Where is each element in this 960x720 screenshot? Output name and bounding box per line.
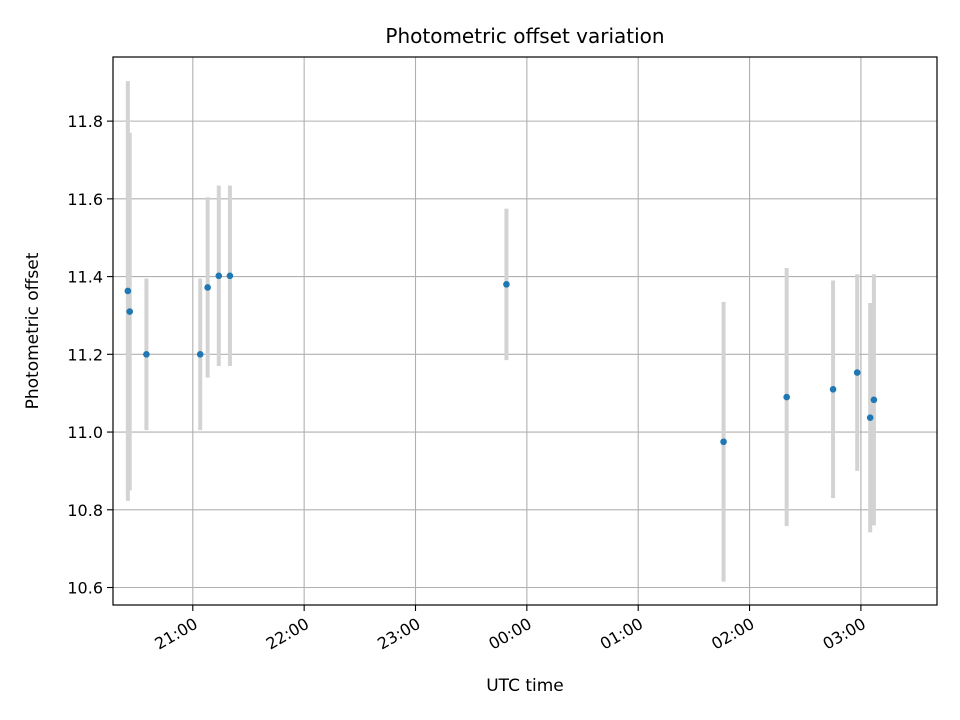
- y-tick-label: 11.4: [67, 268, 103, 287]
- data-points: [124, 272, 878, 446]
- x-axis-label: UTC time: [486, 676, 564, 696]
- x-tick-label: 02:00: [708, 614, 757, 654]
- grid: [113, 57, 937, 605]
- data-point: [126, 308, 134, 315]
- data-point: [829, 385, 837, 393]
- data-point: [866, 414, 874, 421]
- data-point: [196, 351, 204, 358]
- y-axis-label: Photometric offset: [23, 252, 43, 409]
- y-tick-label: 11.8: [67, 112, 103, 131]
- data-point: [204, 284, 211, 291]
- plot-frame: [112, 56, 938, 606]
- y-tick-label: 11.2: [67, 345, 103, 364]
- chart-title: Photometric offset variation: [385, 24, 664, 48]
- y-tick-label: 11.6: [67, 190, 103, 209]
- x-tick-label: 03:00: [819, 614, 868, 654]
- x-tick-label: 22:00: [263, 614, 312, 654]
- x-tick-label: 23:00: [374, 614, 423, 654]
- y-tick-label: 11.0: [67, 423, 103, 442]
- x-axis-ticks: 21:00 22:00 23:00 00:00 01:00 02:00 03:00: [151, 605, 869, 654]
- y-tick-label: 10.8: [67, 501, 103, 520]
- data-point: [720, 438, 727, 446]
- x-tick-label: 21:00: [151, 614, 200, 654]
- y-axis-ticks: 10.6 10.8 11.0 11.2 11.4 11.6 11.8: [67, 112, 113, 598]
- data-point: [870, 396, 878, 404]
- data-point: [783, 393, 790, 401]
- data-point: [226, 272, 234, 280]
- x-tick-label: 01:00: [597, 614, 646, 654]
- y-tick-label: 10.6: [67, 579, 103, 598]
- x-tick-label: 00:00: [485, 614, 534, 654]
- data-point: [503, 281, 510, 288]
- data-point: [215, 272, 223, 280]
- error-bars: [125, 81, 876, 582]
- data-point: [124, 287, 132, 295]
- data-point: [143, 351, 150, 358]
- data-point: [853, 369, 861, 376]
